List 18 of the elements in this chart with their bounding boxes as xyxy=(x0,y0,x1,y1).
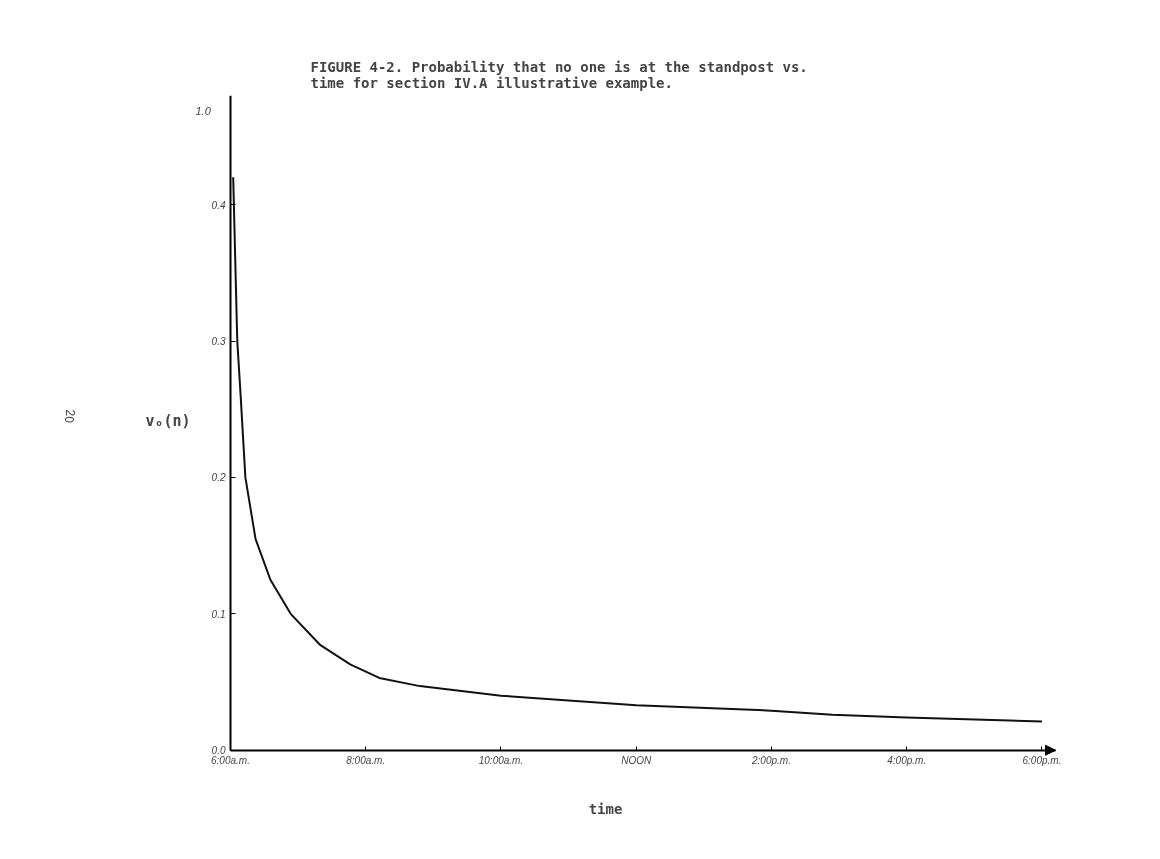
x-axis-title: time xyxy=(588,800,623,817)
x-tick-label: 10:00a.m. xyxy=(478,755,524,767)
chart-title: FIGURE 4-2. Probability that no one is at the standpost vs. time for section IV.A illustrative example. xyxy=(310,58,808,91)
text: 20 xyxy=(62,409,77,424)
line-series xyxy=(232,176,1043,723)
x-tick-label: 6:00p.m. xyxy=(1022,755,1062,767)
x-tick-label: 2:00p.m. xyxy=(751,755,791,767)
x-tick-label: 4:00p.m. xyxy=(887,755,927,767)
x-tick-label: 8:00a.m. xyxy=(346,755,386,767)
y-tick-label: 0.3 xyxy=(211,336,226,348)
x-tick-label: 6:00a.m. xyxy=(211,755,250,767)
y-tick-label: 0.2 xyxy=(211,472,226,484)
text: 1.0 xyxy=(195,104,212,117)
y-axis-title: vₒ(n) xyxy=(145,411,191,430)
y-tick-label: 0.4 xyxy=(211,199,226,211)
y-tick-label: 0.0 xyxy=(211,745,226,757)
y-tick-label: 0.1 xyxy=(211,608,226,620)
x-tick-label: NOON xyxy=(621,755,653,767)
